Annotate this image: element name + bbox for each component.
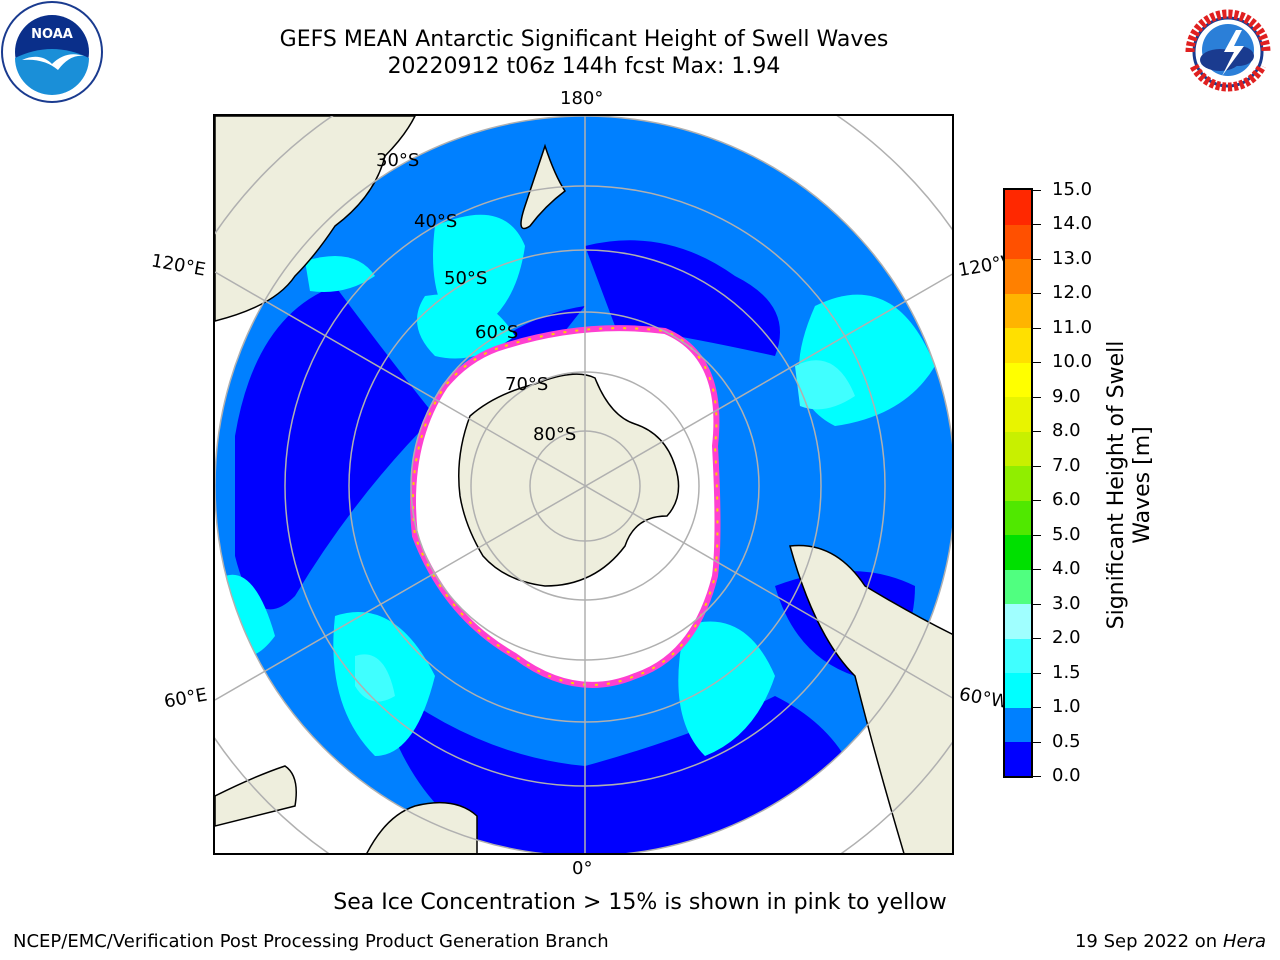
noaa-logo: NOAA — [1, 1, 103, 103]
colorbar-tick — [1033, 534, 1041, 536]
colorbar-segment — [1005, 707, 1031, 743]
polar-map — [215, 116, 952, 853]
graticule — [215, 116, 952, 853]
colorbar-tick — [1033, 569, 1041, 571]
colorbar-segment — [1005, 293, 1031, 329]
colorbar-tick-label: 6.0 — [1052, 489, 1081, 511]
colorbar-label-line1: Significant Height of Swell — [1104, 340, 1129, 630]
colorbar-segment — [1005, 465, 1031, 501]
colorbar-segment — [1005, 396, 1031, 432]
colorbar-tick — [1033, 741, 1041, 743]
lat-label-30s: 30°S — [376, 150, 420, 171]
colorbar-segment — [1005, 327, 1031, 363]
colorbar-tick — [1033, 431, 1041, 433]
map-subtitle: 20220912 t06z 144h fcst Max: 1.94 — [387, 54, 781, 79]
colorbar — [1003, 188, 1033, 778]
colorbar-tick-label: 1.0 — [1052, 696, 1081, 718]
colorbar-tick-label: 5.0 — [1052, 523, 1081, 545]
colorbar-segment — [1005, 500, 1031, 536]
map-panel — [213, 114, 954, 855]
colorbar-tick-label: 13.0 — [1052, 247, 1093, 269]
antarctica-land — [458, 373, 680, 587]
colorbar-tick-label: 7.0 — [1052, 454, 1081, 476]
colorbar-segment — [1005, 190, 1031, 225]
map-title: GEFS MEAN Antarctic Significant Height o… — [279, 27, 889, 52]
colorbar-tick — [1033, 603, 1041, 605]
colorbar-tick-label: 1.5 — [1052, 661, 1081, 683]
madagascar-land — [215, 765, 297, 827]
australia-land — [215, 116, 416, 322]
colorbar-tick-label: 15.0 — [1052, 179, 1093, 200]
colorbar-tick-label: 3.0 — [1052, 592, 1081, 614]
lat-label-60s: 60°S — [475, 322, 519, 343]
lat-label-80s: 80°S — [533, 424, 577, 445]
colorbar-label: Significant Height of Swell Waves [m] — [1104, 341, 1156, 630]
colorbar-tick — [1033, 293, 1041, 295]
footer-date-text: 19 Sep 2022 on — [1074, 931, 1218, 952]
lon-label-0: 0° — [572, 858, 593, 879]
lon-label-180: 180° — [560, 88, 604, 109]
lat-label-70s: 70°S — [505, 374, 549, 395]
colorbar-tick-label: 14.0 — [1052, 213, 1093, 235]
colorbar-tick-label: 11.0 — [1052, 316, 1093, 338]
colorbar-tick-label: 10.0 — [1052, 351, 1093, 373]
colorbar-tick — [1033, 465, 1041, 467]
nws-logo — [1178, 2, 1278, 102]
sea-ice-note: Sea Ice Concentration > 15% is shown in … — [333, 890, 947, 915]
colorbar-tick-label: 4.0 — [1052, 558, 1081, 580]
footer-date: 19 Sep 2022 on Hera — [1075, 931, 1266, 952]
colorbar-segment — [1005, 224, 1031, 260]
colorbar-segment — [1005, 603, 1031, 639]
lon-label-60e: 60°E — [162, 684, 209, 713]
lat-label-40s: 40°S — [414, 211, 458, 232]
colorbar-tick — [1033, 396, 1041, 398]
colorbar-tick-label: 0.5 — [1052, 730, 1081, 752]
colorbar-tick — [1033, 362, 1041, 364]
colorbar-segment — [1005, 534, 1031, 570]
footer-credit: NCEP/EMC/Verification Post Processing Pr… — [13, 931, 609, 952]
colorbar-tick — [1033, 776, 1041, 777]
colorbar-tick-label: 2.0 — [1052, 627, 1081, 649]
africa-land — [366, 801, 478, 853]
colorbar-segment — [1005, 258, 1031, 294]
colorbar-tick-label: 9.0 — [1052, 385, 1081, 407]
colorbar-tick — [1033, 327, 1041, 329]
colorbar-label-line2: Waves [m] — [1130, 426, 1155, 544]
colorbar-tick — [1033, 500, 1041, 502]
colorbar-segment — [1005, 672, 1031, 708]
colorbar-tick — [1033, 707, 1041, 709]
colorbar-segment — [1005, 362, 1031, 398]
colorbar-tick — [1033, 190, 1041, 191]
colorbar-segment — [1005, 741, 1031, 777]
colorbar-segment — [1005, 431, 1031, 467]
lat-label-50s: 50°S — [444, 268, 488, 289]
colorbar-tick — [1033, 224, 1041, 226]
colorbar-tick-label: 0.0 — [1052, 765, 1081, 786]
colorbar-tick-label: 12.0 — [1052, 282, 1093, 304]
colorbar-tick — [1033, 638, 1041, 640]
footer-machine: Hera — [1222, 931, 1266, 952]
colorbar-segment — [1005, 569, 1031, 605]
colorbar-tick — [1033, 258, 1041, 260]
colorbar-tick — [1033, 672, 1041, 674]
south-america-land — [789, 544, 952, 853]
colorbar-segment — [1005, 638, 1031, 674]
svg-text:NOAA: NOAA — [31, 27, 73, 42]
new-zealand-land — [520, 143, 567, 230]
lon-label-120e: 120°E — [149, 250, 208, 281]
colorbar-tick-label: 8.0 — [1052, 420, 1081, 442]
